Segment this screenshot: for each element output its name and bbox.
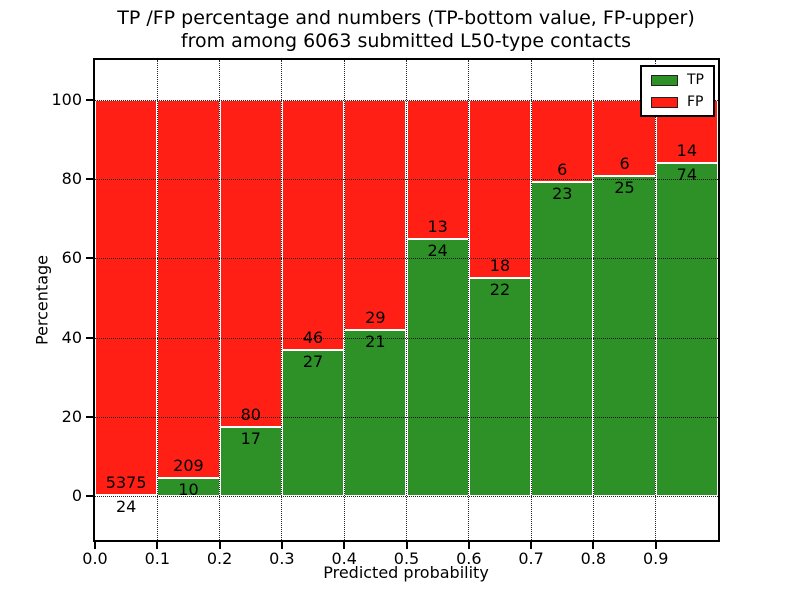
annotation-tp-0.5-0.6: 24 [427, 241, 448, 261]
gridline-horizontal [95, 337, 718, 339]
y-tick-label: 0 [71, 486, 82, 506]
gridline-vertical [219, 60, 221, 540]
y-tick-label: 60 [61, 248, 82, 268]
y-tick-mark [86, 178, 93, 180]
annotation-tp-0.6-0.7: 22 [489, 280, 511, 300]
bar-fp-0.6-0.7 [468, 99, 532, 279]
gridline-horizontal [95, 258, 718, 260]
legend-label: FP [687, 94, 704, 110]
gridline-vertical [655, 60, 657, 540]
annotation-fp-0.9-1.0: 14 [676, 140, 698, 160]
y-tick-mark [86, 495, 93, 498]
annotation-tp-0.3-0.4: 27 [302, 351, 324, 371]
annotation-fp-0.4-0.5: 29 [365, 307, 386, 327]
x-tick-mark [405, 542, 408, 549]
x-tick-label: 0.9 [642, 549, 669, 568]
gridline-vertical [406, 60, 407, 540]
fp-swatch-icon [651, 96, 678, 108]
y-tick-label: 100 [51, 89, 82, 109]
legend-label: TP [687, 72, 704, 88]
chart-title: TP /FP percentage and numbers (TP-bottom… [117, 7, 695, 29]
bar-tp-0.9-1.0 [655, 162, 718, 497]
y-tick-label: 40 [61, 327, 82, 347]
annotation-fp-0.3-0.4: 46 [302, 327, 324, 347]
annotation-tp-0.9-1.0: 74 [676, 164, 698, 184]
x-tick-label: 0.3 [269, 549, 295, 568]
x-tick-label: 0.0 [82, 549, 108, 568]
bar-tp-0.8-0.9 [593, 176, 656, 497]
bar-tp-0.1-0.2 [157, 478, 220, 497]
annotation-tp-0.0-0.1: 24 [115, 496, 137, 516]
legend-entry-fp: FP [651, 95, 704, 109]
gridline-vertical [343, 60, 345, 540]
bar-tp-0.6-0.7 [468, 278, 532, 497]
gridline-vertical [530, 60, 532, 540]
gridline-vertical [592, 60, 594, 540]
annotation-tp-0.1-0.2: 10 [178, 480, 199, 500]
bar-tp-0.5-0.6 [406, 239, 469, 497]
gridline-vertical [156, 60, 158, 540]
x-tick-label: 0.7 [518, 549, 544, 568]
gridline-horizontal [95, 179, 718, 180]
annotation-fp-0.5-0.6: 13 [427, 217, 448, 237]
annotation-fp-0.6-0.7: 18 [489, 256, 511, 276]
x-tick-mark [592, 542, 595, 549]
x-tick-label: 0.1 [144, 549, 171, 568]
x-axis-label: Predicted probability [323, 563, 489, 582]
bar-tp-0.2-0.3 [219, 426, 282, 497]
x-tick-mark [530, 542, 533, 549]
bar-tp-0.4-0.5 [344, 329, 407, 497]
gridline-vertical [468, 60, 470, 540]
bar-tp-0.0-0.1 [95, 494, 158, 497]
y-tick-label: 80 [61, 169, 82, 188]
x-tick-label: 0.8 [580, 549, 607, 568]
legend-entry-tp: TP [651, 73, 704, 87]
annotation-fp-0.2-0.3: 80 [240, 404, 261, 424]
bar-fp-0.1-0.2 [157, 99, 220, 479]
annotation-fp-0.7-0.8: 6 [557, 159, 568, 179]
y-tick-mark [86, 257, 93, 260]
x-tick-label: 0.2 [206, 549, 233, 568]
x-tick-mark [94, 542, 96, 549]
bar-tp-0.7-0.8 [531, 181, 594, 497]
chart-subtitle: from among 6063 submitted L50-type conta… [180, 30, 632, 52]
x-tick-label: 0.4 [331, 549, 357, 568]
annotation-fp-0.1-0.2: 209 [173, 456, 204, 476]
gridline-vertical [281, 60, 283, 540]
bar-fp-0.2-0.3 [219, 99, 282, 427]
x-tick-label: 0.6 [456, 549, 482, 568]
x-tick-label: 0.5 [393, 549, 420, 568]
bar-fp-0.4-0.5 [344, 99, 407, 330]
x-tick-mark [280, 542, 283, 549]
annotation-tp-0.2-0.3: 17 [240, 428, 261, 448]
x-tick-mark [654, 542, 657, 549]
x-tick-mark [343, 542, 346, 549]
plot-area: 5375 24 209 10 80 17 46 27 29 21 13 24 18 22 6 23 6 25 14 7… [93, 58, 720, 542]
x-tick-mark [218, 542, 221, 549]
y-tick-mark [86, 336, 93, 339]
annotation-tp-0.7-0.8: 23 [552, 183, 573, 203]
bar-fp-0.3-0.4 [281, 99, 345, 350]
x-tick-mark [467, 542, 470, 549]
x-tick-mark [156, 542, 159, 549]
bar-fp-0.5-0.6 [406, 99, 469, 240]
annotation-fp-0.0-0.1: 5375 [105, 472, 147, 492]
tp-swatch-icon [651, 74, 678, 86]
y-tick-label: 20 [61, 407, 82, 427]
legend: TP FP [640, 65, 715, 117]
gridline-horizontal [95, 417, 718, 419]
gridline-horizontal [95, 99, 718, 101]
bar-tp-0.3-0.4 [281, 349, 345, 497]
y-tick-mark [86, 416, 93, 419]
bar-fp-0.0-0.1 [95, 99, 158, 495]
annotation-fp-0.8-0.9: 6 [619, 154, 630, 174]
annotation-tp-0.8-0.9: 25 [614, 178, 635, 198]
gridline-horizontal [95, 496, 718, 498]
annotation-tp-0.4-0.5: 21 [365, 331, 386, 351]
y-tick-mark [86, 98, 93, 101]
